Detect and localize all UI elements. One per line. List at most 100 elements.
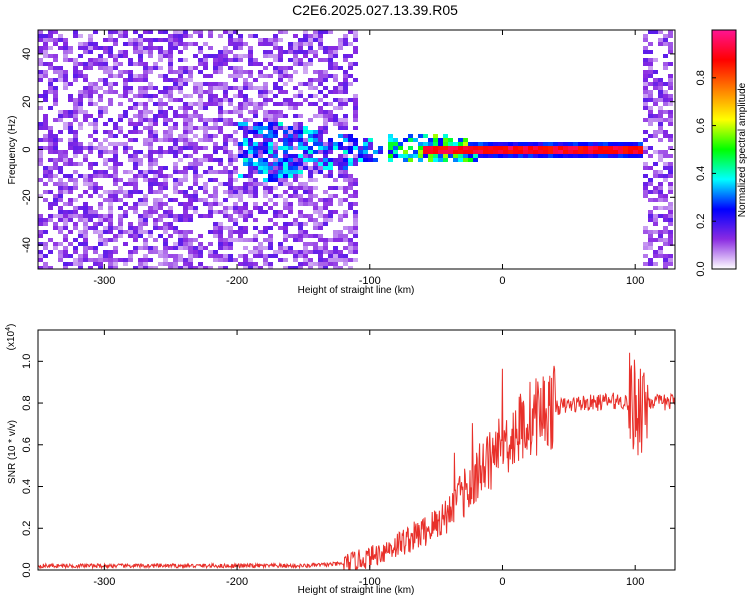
heatmap-cell (183, 202, 188, 206)
heatmap-cell (138, 214, 143, 218)
heatmap-cell (293, 62, 298, 66)
heatmap-cell (288, 174, 293, 178)
heatmap-cell (318, 210, 323, 214)
heatmap-cell (263, 166, 268, 170)
heatmap-cell (393, 138, 398, 142)
heatmap-cell (38, 234, 43, 238)
heatmap-cell (313, 242, 318, 246)
heatmap-cell (158, 66, 163, 70)
heatmap-cell (243, 42, 248, 46)
heatmap-cell (128, 90, 133, 94)
heatmap-cell (108, 130, 113, 134)
heatmap-cell (143, 198, 148, 202)
heatmap-cell (173, 226, 178, 230)
heatmap-cell (338, 134, 343, 138)
heatmap-cell (318, 30, 323, 34)
heatmap-cell (208, 138, 213, 142)
heatmap-cell (288, 170, 293, 174)
heatmap-cell (263, 162, 268, 166)
heatmap-cell (643, 94, 648, 98)
heatmap-cell (138, 230, 143, 234)
heatmap-cell (218, 258, 223, 262)
heatmap-cell (218, 110, 223, 114)
heatmap-cell (73, 150, 78, 154)
heatmap-cell (53, 142, 58, 146)
heatmap-cell (333, 178, 338, 182)
heatmap-cell (183, 82, 188, 86)
heatmap-cell (338, 122, 343, 126)
heatmap-cell (333, 266, 338, 269)
heatmap-cell (93, 214, 98, 218)
heatmap-cell (408, 134, 413, 138)
heatmap-cell (58, 150, 63, 154)
heatmap-cell (478, 142, 483, 146)
heatmap-cell (213, 178, 218, 182)
heatmap-cell (648, 214, 653, 218)
heatmap-cell (128, 138, 133, 142)
heatmap-cell (178, 50, 183, 54)
heatmap-cell (63, 226, 68, 230)
heatmap-cell (273, 42, 278, 46)
heatmap-cell (208, 250, 213, 254)
heatmap-cell (228, 66, 233, 70)
heatmap-cell (603, 150, 608, 154)
heatmap-cell (103, 58, 108, 62)
heatmap-cell (468, 158, 473, 162)
heatmap-cell (208, 158, 213, 162)
heatmap-cell (178, 70, 183, 74)
heatmap-cell (78, 102, 83, 106)
heatmap-cell (128, 118, 133, 122)
heatmap-cell (108, 118, 113, 122)
heatmap-cell (278, 46, 283, 50)
heatmap-cell (633, 154, 638, 158)
heatmap-cell (653, 70, 658, 74)
heatmap-cell (103, 170, 108, 174)
heatmap-cell (318, 126, 323, 130)
heatmap-cell (113, 166, 118, 170)
heatmap-cell (183, 258, 188, 262)
heatmap-cell (113, 134, 118, 138)
heatmap-cell (133, 174, 138, 178)
heatmap-cell (173, 42, 178, 46)
heatmap-cell (38, 38, 43, 42)
heatmap-cell (328, 162, 333, 166)
heatmap-cell (628, 150, 633, 154)
heatmap-cell (228, 150, 233, 154)
heatmap-cell (63, 162, 68, 166)
heatmap-cell (388, 158, 393, 162)
heatmap-cell (303, 214, 308, 218)
heatmap-cell (58, 70, 63, 74)
heatmap-cell (558, 142, 563, 146)
heatmap-cell (198, 146, 203, 150)
heatmap-cell (43, 182, 48, 186)
heatmap-cell (58, 250, 63, 254)
heatmap-cell (118, 62, 123, 66)
heatmap-cell (668, 82, 673, 86)
heatmap-cell (343, 58, 348, 62)
heatmap-cell (298, 58, 303, 62)
heatmap-cell (63, 182, 68, 186)
heatmap-cell (348, 266, 353, 269)
heatmap-cell (193, 250, 198, 254)
heatmap-cell (668, 94, 673, 98)
heatmap-cell (668, 230, 673, 234)
heatmap-cell (638, 142, 643, 146)
heatmap-cell (148, 86, 153, 90)
heatmap-cell (133, 178, 138, 182)
heatmap-cell (128, 42, 133, 46)
heatmap-cell (93, 86, 98, 90)
heatmap-cell (643, 118, 648, 122)
heatmap-cell (328, 198, 333, 202)
heatmap-cell (38, 258, 43, 262)
heatmap-cell (343, 178, 348, 182)
heatmap-cell (198, 118, 203, 122)
heatmap-cell (663, 198, 668, 202)
heatmap-cell (133, 182, 138, 186)
heatmap-cell (168, 138, 173, 142)
heatmap-cell (83, 110, 88, 114)
heatmap-cell (153, 182, 158, 186)
heatmap-cell (658, 90, 663, 94)
heatmap-cell (203, 118, 208, 122)
heatmap-cell (663, 130, 668, 134)
y-tick-label: 0.2 (21, 521, 33, 536)
